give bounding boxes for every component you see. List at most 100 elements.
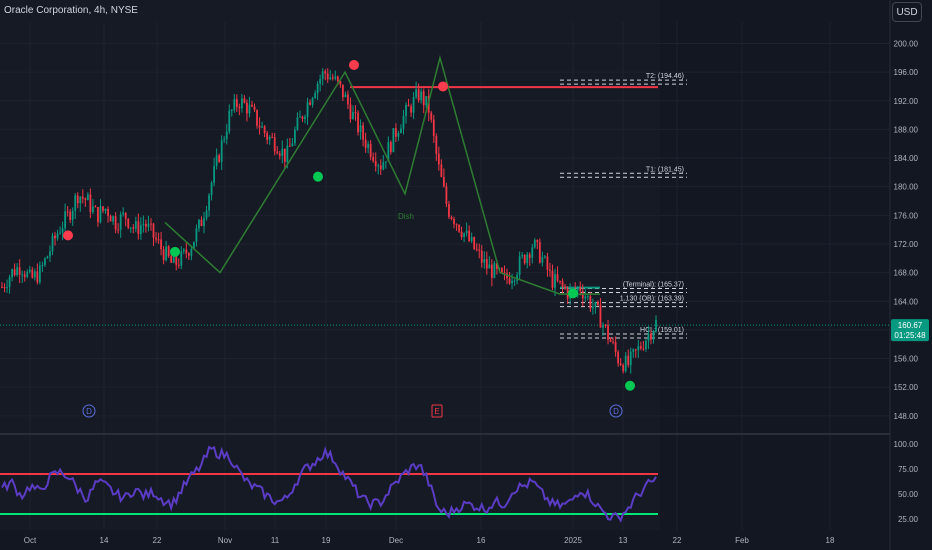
- candle-body: [248, 104, 251, 114]
- candle-body: [263, 126, 266, 134]
- candle-body: [321, 71, 324, 80]
- candle-body: [652, 331, 655, 340]
- candle-body: [3, 287, 6, 289]
- candle-body: [31, 269, 34, 278]
- candle-body: [349, 104, 352, 120]
- candle-body: [185, 249, 188, 254]
- candle-body: [463, 233, 465, 237]
- candle-body: [460, 231, 463, 237]
- candle-body: [352, 112, 354, 120]
- candle-body: [94, 206, 97, 208]
- candle-body: [198, 219, 200, 229]
- candle-body: [129, 227, 132, 229]
- candle-body: [299, 116, 301, 118]
- candle-body: [175, 256, 178, 265]
- candle-body: [407, 104, 410, 107]
- candle-body: [331, 77, 334, 79]
- candle-body: [450, 216, 453, 219]
- candle-body: [425, 96, 428, 106]
- chart-levels: T2: (194.46) T1: (181.45) (Terminal): (165…: [0, 73, 890, 339]
- candle-body: [591, 306, 594, 309]
- x-tick-label: 14: [100, 536, 109, 545]
- currency-button[interactable]: USD: [892, 2, 922, 22]
- y-tick-label: 188.00: [894, 125, 919, 134]
- candle-body: [122, 212, 125, 215]
- candle-body: [458, 224, 460, 232]
- candle-body: [162, 249, 165, 261]
- candle-body: [347, 94, 349, 105]
- candle-body: [405, 104, 407, 116]
- candle-body: [556, 274, 559, 281]
- candle-body: [392, 128, 395, 153]
- candle-body: [195, 228, 198, 242]
- y-tick-label: 152.00: [894, 383, 919, 392]
- candle-body: [344, 94, 347, 98]
- candle-body: [296, 117, 299, 130]
- candle-body: [473, 237, 476, 249]
- sell-signal-dot: [438, 81, 448, 92]
- candle-body: [647, 333, 650, 341]
- candle-body: [117, 229, 120, 231]
- candle-body: [71, 210, 74, 221]
- candle-body: [627, 355, 630, 366]
- candle-body: [266, 133, 269, 140]
- candle-body: [218, 155, 221, 162]
- candle-body: [597, 301, 599, 305]
- candle-body: [84, 198, 87, 201]
- candle-body: [152, 223, 155, 238]
- y-tick-label: 176.00: [894, 211, 919, 220]
- level-label: HCL: (159.01): [640, 327, 684, 334]
- candle-body: [397, 133, 400, 137]
- candle-body: [119, 214, 122, 230]
- candle-body: [501, 268, 503, 273]
- candle-body: [485, 259, 488, 269]
- candle-body: [6, 287, 8, 289]
- buy-signal-dot: [568, 288, 578, 299]
- pattern-zigzag: [164, 54, 600, 295]
- dividend-marker: [82, 404, 96, 418]
- candle-body: [291, 143, 294, 147]
- candle-body: [564, 286, 566, 289]
- candle-body: [478, 249, 481, 251]
- candle-body: [589, 296, 592, 309]
- candle-body: [44, 258, 46, 266]
- candle-body: [518, 256, 521, 275]
- candle-body: [496, 263, 498, 269]
- candle-body: [54, 235, 56, 239]
- buy-signal-dot: [625, 380, 635, 391]
- candle-body: [251, 104, 253, 107]
- candle-body: [490, 264, 493, 278]
- candle-body: [66, 211, 69, 213]
- y-tick-label: 192.00: [894, 97, 919, 106]
- level-label: (Terminal): (165.37): [623, 281, 684, 288]
- candle-body: [167, 246, 170, 257]
- candle-body: [523, 255, 526, 264]
- candle-body: [400, 128, 402, 134]
- candle-body: [160, 239, 162, 250]
- candle-body: [23, 274, 26, 277]
- candle-body: [415, 89, 418, 98]
- candle-body: [629, 351, 632, 366]
- candle-body: [442, 176, 445, 187]
- candle-body: [16, 267, 19, 276]
- candle-body: [326, 73, 329, 80]
- candle-body: [76, 195, 79, 204]
- candle-body: [61, 228, 64, 233]
- candle-body: [276, 151, 279, 154]
- candle-body: [554, 274, 556, 288]
- x-tick-label: Oct: [24, 536, 37, 545]
- candle-body: [402, 115, 405, 129]
- candle-body: [619, 363, 622, 365]
- candle-body: [364, 139, 367, 148]
- candle-body: [470, 237, 473, 241]
- candle-body: [127, 218, 130, 228]
- candle-body: [468, 230, 471, 241]
- candle-body: [612, 341, 614, 343]
- candle-body: [521, 255, 524, 257]
- y-tick-label: 200.00: [894, 39, 919, 48]
- candle-body: [311, 98, 314, 105]
- candle-body: [609, 339, 612, 342]
- x-tick-label: 22: [153, 536, 162, 545]
